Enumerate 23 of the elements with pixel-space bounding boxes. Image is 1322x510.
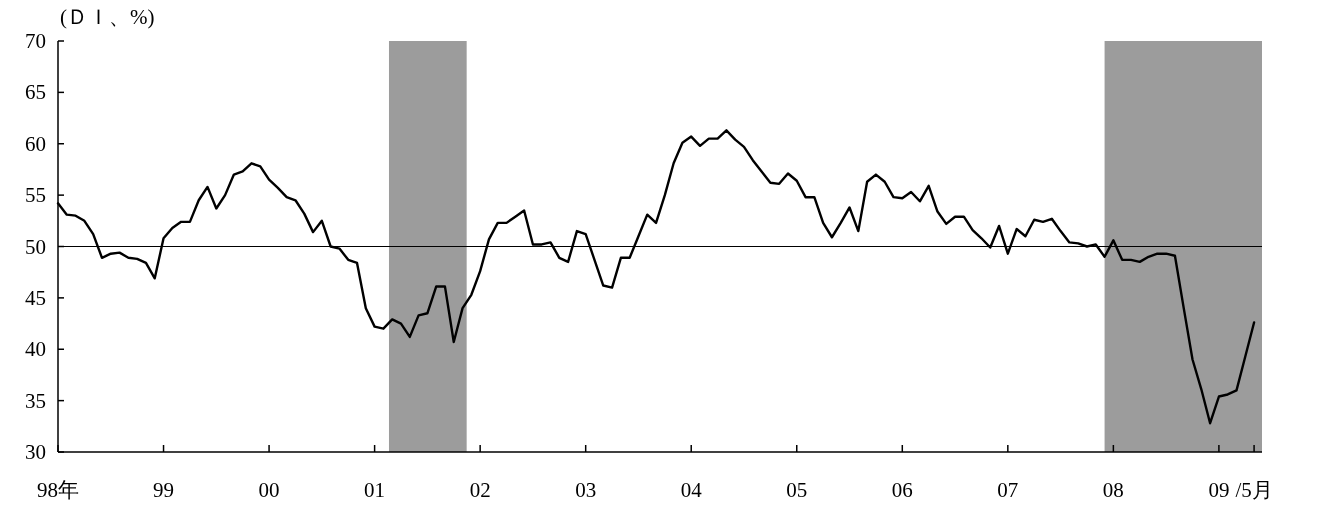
x-tick-label: 03 — [575, 478, 597, 502]
x-tick-label: 02 — [469, 478, 491, 502]
x-tick-label: 06 — [891, 478, 913, 502]
y-tick-label: 30 — [25, 440, 46, 464]
x-tick-label: 08 — [1102, 478, 1124, 502]
x-tick-label: /5月 — [1235, 478, 1273, 502]
y-tick-label: 65 — [25, 80, 46, 105]
y-tick-label: 55 — [25, 183, 46, 208]
y-tick-label: 50 — [25, 234, 46, 259]
y-tick-label: 70 — [25, 29, 46, 53]
x-tick-label: 99 — [153, 478, 175, 502]
y-tick-label: 35 — [25, 388, 46, 413]
y-tick-label: 40 — [25, 337, 46, 362]
x-tick-label: 07 — [997, 478, 1019, 502]
y-axis-title: (ＤＩ、%) — [60, 5, 155, 29]
y-tick-label: 60 — [25, 131, 46, 156]
x-tick-label: 00 — [258, 478, 280, 502]
x-tick-label: 09 — [1208, 478, 1230, 502]
x-tick-label: 04 — [680, 478, 703, 502]
x-tick-label: 98年 — [37, 478, 79, 502]
x-tick-label: 01 — [364, 478, 386, 502]
x-tick-label: 05 — [786, 478, 808, 502]
y-tick-label: 45 — [25, 285, 46, 310]
